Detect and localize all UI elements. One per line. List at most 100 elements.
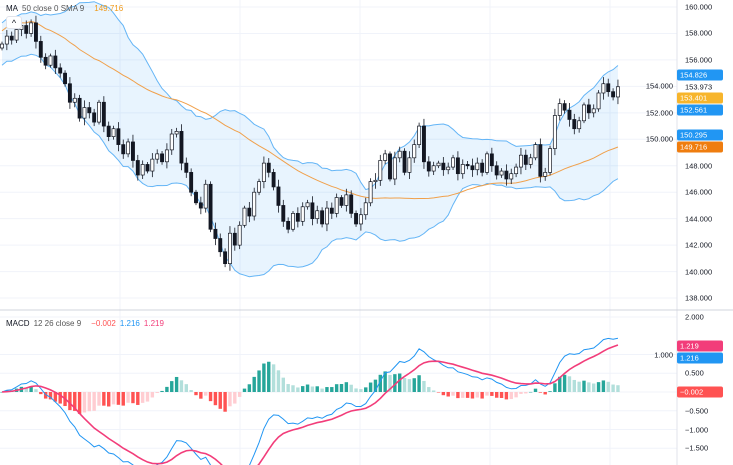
macd-histogram-bar — [286, 384, 290, 392]
price-tick-label: 160.000 — [685, 2, 713, 12]
macd-histogram-bar — [262, 363, 266, 392]
candle-body — [548, 148, 553, 173]
candle-body — [388, 153, 392, 180]
macd-histogram-bar — [310, 386, 315, 392]
candle-body — [92, 112, 97, 123]
candle-body — [431, 165, 436, 172]
candle-body — [87, 107, 92, 114]
macd-histogram-bar — [582, 380, 586, 392]
macd-histogram-bar — [82, 392, 87, 413]
candle-body — [407, 157, 412, 173]
candle-body — [441, 162, 446, 171]
macd-line — [1, 337, 619, 465]
candle-body — [101, 101, 106, 127]
bollinger-fill — [2, 1, 618, 277]
macd-histogram-bar — [184, 384, 188, 392]
candle-body — [116, 128, 121, 145]
candle-body — [480, 162, 485, 173]
candle-body — [475, 162, 480, 171]
candle-body — [397, 150, 402, 159]
candle-body — [63, 72, 68, 85]
macd-histogram-bar — [126, 392, 130, 403]
candle-body — [72, 97, 77, 103]
price-tick-label: 146.000 — [685, 187, 713, 197]
candle-body — [121, 144, 126, 155]
macd-histogram-bar — [145, 392, 150, 402]
macd-histogram-bar — [271, 364, 276, 392]
candle-body — [305, 202, 310, 208]
candle-body — [577, 120, 582, 130]
candle-body — [567, 109, 572, 120]
macd-histogram-bar — [378, 374, 382, 392]
candle-body — [291, 213, 295, 230]
candle-body — [247, 207, 252, 217]
candle-body — [38, 41, 43, 58]
macd-histogram-bar — [514, 392, 518, 398]
candle-body — [140, 164, 145, 176]
candle-body — [320, 210, 325, 225]
macd-histogram-bar — [34, 389, 38, 392]
candle-body — [615, 86, 620, 98]
macd-histogram-bar — [68, 392, 72, 411]
candle-body — [43, 56, 48, 66]
macd-histogram-bar — [267, 361, 271, 392]
macd-histogram-bar — [339, 384, 344, 392]
macd-histogram-bar — [470, 392, 475, 399]
macd-histogram-bar — [422, 380, 426, 392]
price-tick-label: 148.000 — [685, 161, 713, 171]
macd-histogram-bar — [281, 377, 285, 392]
collapse-legend-button[interactable]: ^ — [6, 16, 22, 29]
candle-body — [586, 104, 591, 114]
ma-legend[interactable]: MA 50 close 0 SMA 9 149.716 — [6, 4, 127, 13]
candle-body — [223, 251, 228, 265]
candle-body — [164, 149, 169, 163]
macd-histogram-bar — [407, 379, 412, 392]
candle-body — [276, 186, 281, 206]
price-badge: 150.295 — [677, 129, 723, 141]
macd-histogram-bar — [344, 382, 349, 392]
candle-body — [460, 164, 465, 175]
candle-body — [552, 115, 557, 149]
macd-histogram-bar — [43, 392, 48, 399]
macd-histogram-bar — [504, 392, 509, 400]
macd-histogram-bar — [538, 392, 543, 393]
macd-histogram-bar — [102, 392, 106, 406]
candle-body — [213, 228, 218, 239]
candle-body — [198, 202, 203, 209]
macd-histogram-bar — [592, 383, 596, 392]
macd-histogram-bar — [417, 375, 421, 392]
macd-histogram-bar — [359, 389, 363, 392]
candle-body — [174, 131, 179, 135]
candle-body — [611, 91, 616, 98]
macd-histogram-bar — [485, 392, 489, 396]
macd-legend[interactable]: MACD 12 26 close 9 −0.002 1.216 1.219 — [6, 319, 168, 328]
candle-body — [451, 157, 456, 168]
ma-legend-name: MA — [6, 4, 18, 13]
candle-body — [218, 238, 223, 253]
candle-body — [572, 119, 577, 130]
macd-histogram-bar — [398, 373, 402, 392]
macd-histogram-bar — [528, 391, 533, 393]
macd-histogram-bar — [53, 392, 58, 402]
candle-body — [203, 183, 208, 209]
candle-body — [349, 194, 354, 214]
candle-body — [494, 165, 499, 176]
macd-histogram-bar — [39, 392, 43, 395]
candle-body — [378, 160, 383, 181]
macd-histogram-bar — [174, 376, 179, 392]
macd-histogram-bar — [58, 392, 62, 404]
macd-histogram-bar — [330, 387, 334, 392]
price-tick-label: 140.000 — [685, 267, 713, 277]
macd-histogram-bar — [446, 392, 450, 397]
macd-histogram-bar — [543, 392, 547, 395]
candle-body — [601, 83, 606, 94]
macd-histogram-bar — [257, 370, 261, 392]
candle-body — [354, 213, 359, 225]
macd-histogram-bar — [199, 392, 203, 399]
candle-body — [237, 224, 242, 246]
macd-histogram-bar — [160, 390, 164, 392]
macd-histogram-bar — [97, 392, 101, 406]
candle-body — [242, 207, 247, 226]
candle-body — [591, 108, 596, 114]
